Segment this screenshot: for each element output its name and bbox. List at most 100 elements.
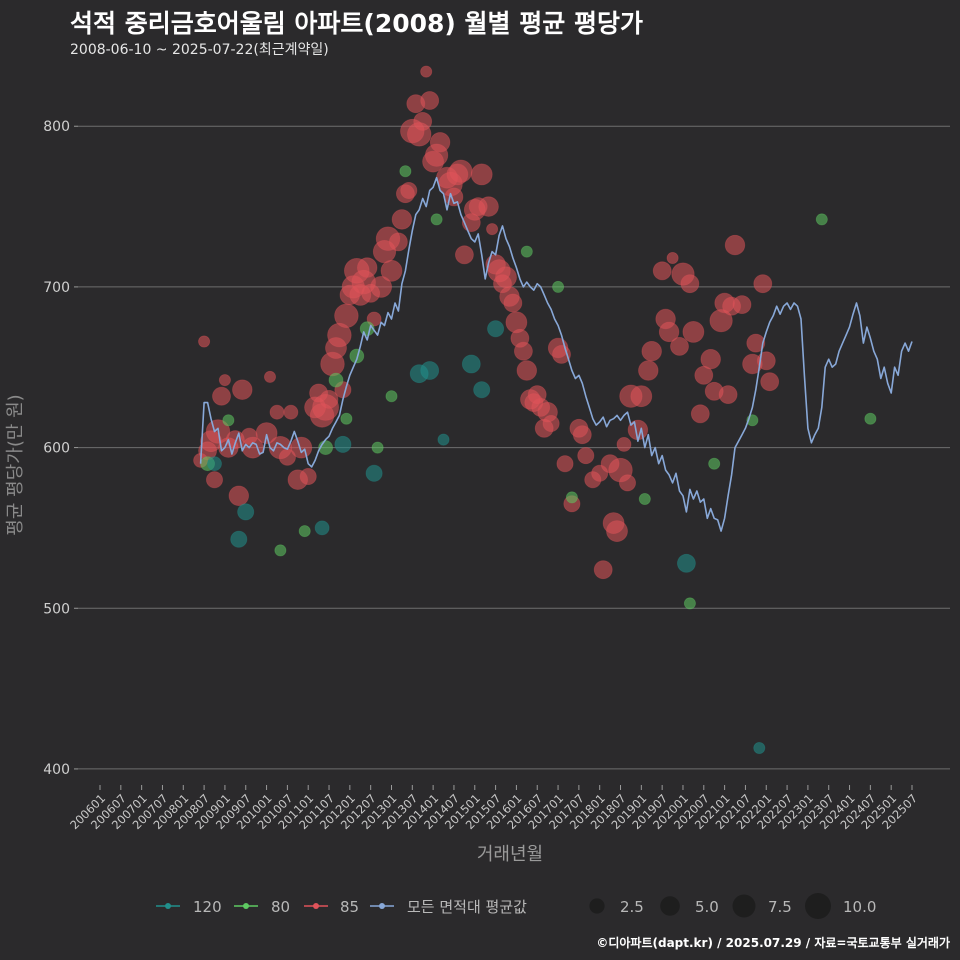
point-85 — [724, 234, 746, 256]
point-85 — [606, 520, 628, 542]
point-80 — [328, 372, 344, 388]
point-85 — [503, 293, 523, 313]
point-85 — [319, 389, 339, 409]
point-85 — [422, 150, 445, 173]
point-85 — [531, 397, 551, 417]
y-tick-label: 600 — [43, 441, 70, 457]
point-80 — [864, 412, 877, 425]
point-120 — [753, 742, 766, 755]
legend-label-85: 85 — [340, 898, 359, 916]
point-85 — [278, 448, 296, 466]
point-120 — [473, 381, 491, 399]
legend-label-120: 120 — [193, 898, 222, 916]
point-85 — [760, 372, 780, 392]
point-85 — [542, 414, 560, 432]
point-80 — [385, 390, 398, 403]
point-85 — [283, 404, 299, 420]
point-85 — [682, 320, 705, 343]
point-85 — [380, 259, 403, 282]
point-80 — [222, 414, 235, 427]
average-line — [199, 176, 913, 532]
point-120 — [365, 464, 383, 482]
legend-size-label: 10.0 — [843, 898, 876, 916]
legend-dot-80 — [243, 903, 249, 909]
scatter-points — [193, 65, 877, 755]
point-120 — [487, 320, 505, 338]
y-axis-ticks: 400 500 600 700 800 — [43, 119, 78, 778]
point-85 — [391, 209, 413, 230]
point-120 — [207, 456, 222, 472]
point-85 — [325, 337, 347, 359]
point-85 — [630, 385, 653, 408]
point-85 — [572, 425, 592, 445]
point-85 — [732, 295, 752, 315]
point-85 — [299, 467, 317, 485]
point-85 — [420, 91, 440, 110]
point-85 — [591, 464, 609, 482]
point-85 — [232, 379, 253, 400]
point-80 — [399, 165, 412, 178]
point-85 — [756, 351, 776, 371]
legend-size-circle — [732, 894, 756, 918]
point-85 — [366, 311, 382, 327]
point-85 — [400, 181, 418, 199]
legend-size-circle — [805, 893, 831, 919]
point-85 — [616, 436, 632, 452]
point-85 — [420, 65, 433, 78]
point-85 — [413, 112, 433, 131]
point-85 — [753, 274, 773, 294]
point-85 — [388, 232, 408, 252]
legend-dot-avg — [379, 903, 385, 909]
point-80 — [340, 412, 353, 425]
point-85 — [694, 365, 714, 385]
point-120 — [677, 553, 696, 573]
point-85 — [718, 385, 738, 405]
point-85 — [269, 404, 285, 420]
point-85 — [680, 274, 700, 294]
point-85 — [619, 474, 637, 492]
x-axis-ticks: 2006012006072007012007072008012008072009… — [67, 785, 920, 832]
point-80 — [274, 544, 287, 557]
point-85 — [700, 349, 721, 370]
point-85 — [240, 427, 258, 445]
point-85 — [198, 335, 211, 348]
point-85 — [493, 274, 512, 294]
point-80 — [552, 280, 565, 293]
point-85 — [357, 257, 378, 278]
point-85 — [361, 283, 381, 303]
x-axis-label: 거래년월 — [477, 844, 543, 865]
point-120 — [230, 530, 248, 548]
point-85 — [255, 422, 278, 445]
point-85 — [638, 360, 659, 381]
point-120 — [314, 520, 330, 536]
point-85 — [205, 471, 223, 489]
point-85 — [486, 223, 499, 236]
point-85 — [658, 321, 680, 343]
legend-size-circle — [660, 896, 680, 916]
point-85 — [514, 341, 533, 361]
point-120 — [237, 503, 255, 521]
point-85 — [690, 404, 710, 424]
y-tick-label: 400 — [43, 762, 70, 778]
point-85 — [218, 374, 231, 387]
point-80 — [815, 213, 828, 226]
legend-size-label: 5.0 — [695, 898, 719, 916]
point-85 — [746, 333, 766, 353]
point-85 — [468, 197, 488, 217]
point-80 — [520, 245, 533, 258]
point-80 — [298, 525, 311, 538]
point-85 — [446, 163, 469, 186]
legend-label-80: 80 — [271, 898, 290, 916]
point-80 — [638, 492, 651, 505]
y-tick-label: 800 — [43, 119, 70, 135]
point-85 — [516, 360, 538, 381]
grid-lines — [78, 125, 950, 770]
y-tick-label: 700 — [43, 280, 70, 296]
legend-dot-85 — [313, 903, 319, 909]
point-85 — [670, 336, 689, 356]
y-axis-label: 평균 평당가(만 원) — [5, 394, 26, 535]
legend-size-circle — [589, 898, 605, 914]
average-line-path — [199, 176, 913, 532]
legend: 120 80 85 모든 면적대 평균값 2.5 5.0 7.5 10.0 — [156, 893, 876, 919]
